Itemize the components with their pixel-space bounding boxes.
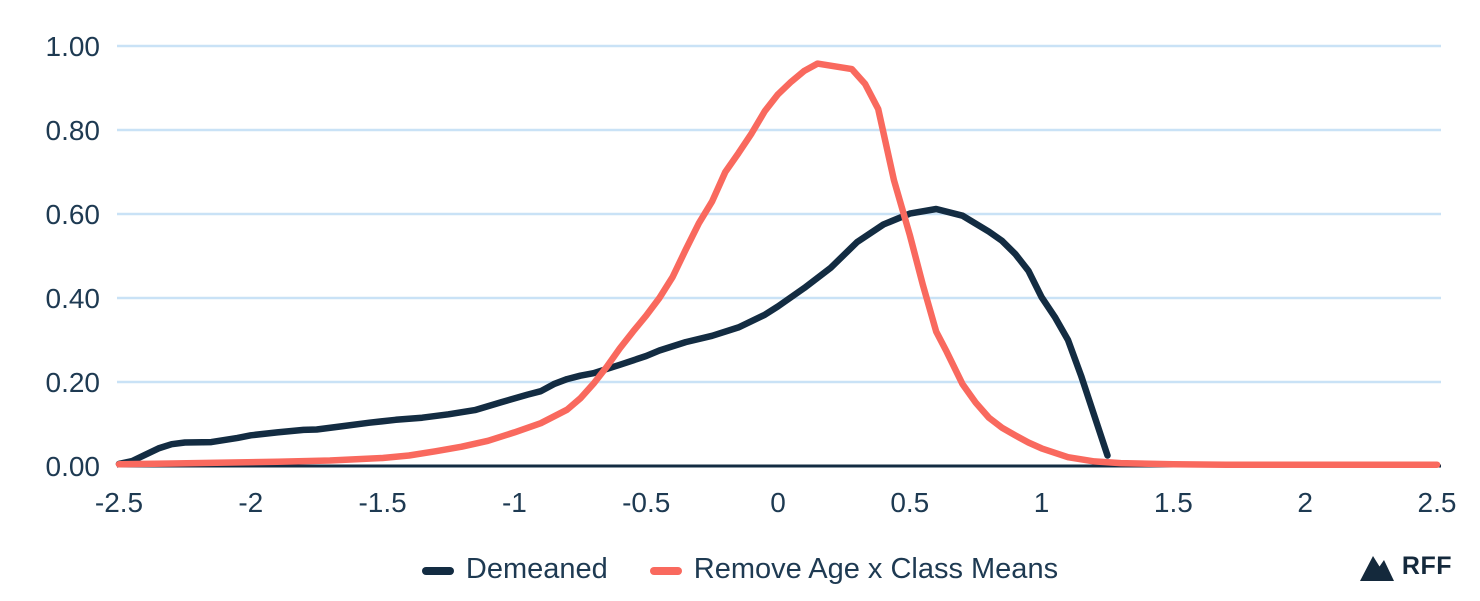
x-tick-label: 0.5 [890,487,929,518]
x-tick-label: -0.5 [622,487,670,518]
x-tick-label: 2.5 [1418,487,1457,518]
x-tick-label: -2.5 [95,487,143,518]
legend-swatch-demeaned [421,566,454,575]
series-line-0 [115,205,1111,468]
y-tick-label: 1.00 [46,31,101,62]
x-tick-label: 1 [1034,487,1050,518]
chart-footer: Demeaned Remove Age x Class Means RFF [0,540,1480,601]
rff-logo: RFF [1359,552,1452,581]
x-tick-label: -1 [502,487,527,518]
plot-svg: 0.00 0.20 0.40 0.60 0.80 1.00 -2.5 -2 -1.5 -1 -0.5… [46,31,1457,518]
legend-swatch-remove-age-class-means [649,566,682,575]
x-tick-label: -2 [238,487,263,518]
y-tick-label: 0.80 [46,115,101,146]
y-tick-label: 0.20 [46,367,101,398]
series-line-1 [115,60,1441,468]
mountain-icon [1359,555,1394,581]
x-tick-label: 0 [770,487,786,518]
legend-label-remove-age-class-means: Remove Age x Class Means [693,553,1059,585]
rff-logo-text: RFF [1401,552,1452,580]
y-tick-label: 0.40 [46,283,101,314]
x-tick-label: 2 [1297,487,1313,518]
legend-item-remove-age-class-means: Remove Age x Class Means [649,553,1059,586]
legend: Demeaned Remove Age x Class Means [0,540,1480,601]
y-tick-label: 0.60 [46,199,101,230]
x-tick-label: -1.5 [358,487,406,518]
y-tick-label: 0.00 [46,451,101,482]
x-tick-label: 1.5 [1154,487,1193,518]
legend-label-demeaned: Demeaned [465,553,608,585]
legend-item-demeaned: Demeaned [421,553,608,586]
